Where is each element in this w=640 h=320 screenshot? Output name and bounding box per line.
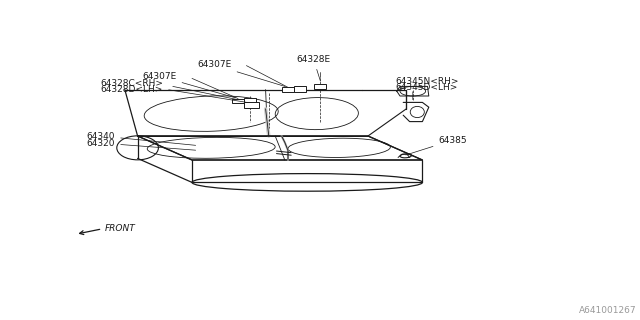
Text: 64328D<LH>: 64328D<LH> <box>101 85 163 94</box>
Bar <box>314 84 326 89</box>
Text: 64320: 64320 <box>86 139 196 150</box>
Text: 64340: 64340 <box>86 132 196 145</box>
Bar <box>244 98 256 103</box>
Text: 64328E: 64328E <box>296 55 331 81</box>
Text: A641001267: A641001267 <box>579 306 637 315</box>
Bar <box>282 87 294 92</box>
Text: 64307E: 64307E <box>142 72 236 98</box>
Bar <box>294 86 306 92</box>
Text: 64307E: 64307E <box>197 60 285 86</box>
Bar <box>244 102 259 108</box>
Text: 64328C<RH>: 64328C<RH> <box>100 79 248 103</box>
Text: 64385: 64385 <box>406 136 467 155</box>
Text: 64345N<RH>: 64345N<RH> <box>396 77 459 86</box>
Bar <box>232 99 244 103</box>
Text: FRONT: FRONT <box>104 224 135 233</box>
Text: 64345D<LH>: 64345D<LH> <box>396 83 458 92</box>
